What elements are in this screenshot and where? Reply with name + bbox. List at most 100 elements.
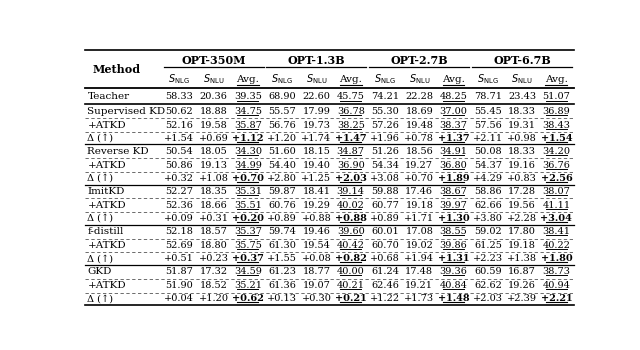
Text: 61.30: 61.30	[268, 241, 296, 250]
Text: +3.04: +3.04	[540, 214, 572, 223]
Text: +2.03: +2.03	[335, 174, 367, 183]
Text: 54.34: 54.34	[371, 161, 399, 170]
Text: 61.25: 61.25	[474, 241, 502, 250]
Text: 16.87: 16.87	[508, 267, 536, 276]
Text: 58.86: 58.86	[474, 187, 502, 196]
Text: 78.71: 78.71	[474, 92, 502, 101]
Text: 50.54: 50.54	[165, 147, 193, 156]
Text: 40.21: 40.21	[337, 281, 365, 290]
Text: 18.35: 18.35	[200, 187, 227, 196]
Text: +0.62: +0.62	[232, 294, 264, 303]
Text: $\mathit{S}_{\rm NLU}$: $\mathit{S}_{\rm NLU}$	[408, 72, 430, 86]
Text: +0.89: +0.89	[370, 214, 400, 223]
Text: 38.43: 38.43	[542, 121, 570, 130]
Text: 68.90: 68.90	[268, 92, 296, 101]
Text: 60.77: 60.77	[371, 201, 399, 210]
Text: +0.83: +0.83	[507, 174, 537, 183]
Text: 55.57: 55.57	[268, 107, 296, 116]
Text: 18.57: 18.57	[200, 227, 227, 236]
Text: 61.24: 61.24	[371, 267, 399, 276]
Text: +1.55: +1.55	[267, 254, 297, 263]
Text: OPT-1.3B: OPT-1.3B	[287, 55, 345, 66]
Text: +2.11: +2.11	[473, 134, 503, 143]
Text: 19.21: 19.21	[405, 281, 433, 290]
Text: 60.70: 60.70	[371, 241, 399, 250]
Text: $\mathit{S}_{\rm NLU}$: $\mathit{S}_{\rm NLU}$	[203, 72, 224, 86]
Text: 17.32: 17.32	[200, 267, 228, 276]
Text: Method: Method	[93, 64, 141, 75]
Text: 54.40: 54.40	[268, 161, 296, 170]
Text: $\mathit{S}_{\rm NLG}$: $\mathit{S}_{\rm NLG}$	[168, 72, 190, 86]
Text: ImitKD: ImitKD	[88, 187, 125, 196]
Text: 36.89: 36.89	[543, 107, 570, 116]
Text: 17.28: 17.28	[508, 187, 536, 196]
Text: f-distill: f-distill	[88, 227, 124, 236]
Text: 17.08: 17.08	[405, 227, 433, 236]
Text: 38.67: 38.67	[440, 187, 467, 196]
Text: +0.23: +0.23	[198, 254, 228, 263]
Text: 18.15: 18.15	[303, 147, 330, 156]
Text: +2.39: +2.39	[507, 294, 537, 303]
Text: 62.46: 62.46	[371, 281, 399, 290]
Text: 20.36: 20.36	[200, 92, 227, 101]
Text: $\mathit{S}_{\rm NLG}$: $\mathit{S}_{\rm NLG}$	[477, 72, 499, 86]
Text: +1.20: +1.20	[267, 134, 297, 143]
Text: 34.75: 34.75	[234, 107, 262, 116]
Text: 54.37: 54.37	[474, 161, 502, 170]
Text: 18.33: 18.33	[508, 107, 536, 116]
Text: +1.54: +1.54	[164, 134, 195, 143]
Text: 22.28: 22.28	[405, 92, 433, 101]
Text: +0.68: +0.68	[370, 254, 400, 263]
Text: +1.96: +1.96	[370, 134, 400, 143]
Text: +2.03: +2.03	[473, 294, 503, 303]
Text: 36.90: 36.90	[337, 161, 365, 170]
Text: 19.26: 19.26	[508, 281, 536, 290]
Text: 35.75: 35.75	[234, 241, 262, 250]
Text: Δ (↑): Δ (↑)	[88, 294, 113, 303]
Text: 35.37: 35.37	[234, 227, 262, 236]
Text: 34.59: 34.59	[234, 267, 262, 276]
Text: 40.42: 40.42	[337, 241, 365, 250]
Text: +0.21: +0.21	[335, 294, 367, 303]
Text: 51.26: 51.26	[371, 147, 399, 156]
Text: +1.20: +1.20	[198, 294, 228, 303]
Text: +1.80: +1.80	[541, 254, 572, 263]
Text: 22.60: 22.60	[303, 92, 330, 101]
Text: 37.00: 37.00	[440, 107, 467, 116]
Text: +0.82: +0.82	[335, 254, 367, 263]
Text: 39.60: 39.60	[337, 227, 365, 236]
Text: +ATKD: +ATKD	[88, 121, 126, 130]
Text: 19.29: 19.29	[303, 201, 330, 210]
Text: 35.31: 35.31	[234, 187, 262, 196]
Text: 40.02: 40.02	[337, 201, 365, 210]
Text: +1.25: +1.25	[301, 174, 332, 183]
Text: 38.07: 38.07	[543, 187, 570, 196]
Text: Reverse KD: Reverse KD	[88, 147, 149, 156]
Text: 51.07: 51.07	[543, 92, 570, 101]
Text: 51.87: 51.87	[165, 267, 193, 276]
Text: 39.36: 39.36	[440, 267, 467, 276]
Text: 52.69: 52.69	[165, 241, 193, 250]
Text: 60.01: 60.01	[371, 227, 399, 236]
Text: +1.71: +1.71	[404, 214, 435, 223]
Text: 34.87: 34.87	[337, 147, 365, 156]
Text: +0.51: +0.51	[164, 254, 194, 263]
Text: 18.88: 18.88	[200, 107, 227, 116]
Text: +2.28: +2.28	[507, 214, 537, 223]
Text: 50.62: 50.62	[165, 107, 193, 116]
Text: +ATKD: +ATKD	[88, 201, 126, 210]
Text: 19.48: 19.48	[405, 121, 433, 130]
Text: 74.21: 74.21	[371, 92, 399, 101]
Text: 59.87: 59.87	[268, 187, 296, 196]
Text: +1.89: +1.89	[438, 174, 469, 183]
Text: 18.41: 18.41	[303, 187, 330, 196]
Text: +0.08: +0.08	[301, 254, 332, 263]
Text: 60.76: 60.76	[268, 201, 296, 210]
Text: 55.45: 55.45	[474, 107, 502, 116]
Text: +3.80: +3.80	[473, 214, 503, 223]
Text: +1.47: +1.47	[335, 134, 367, 143]
Text: $\mathit{S}_{\rm NLU}$: $\mathit{S}_{\rm NLU}$	[306, 72, 327, 86]
Text: 18.05: 18.05	[200, 147, 227, 156]
Text: 35.21: 35.21	[234, 281, 262, 290]
Text: +0.88: +0.88	[301, 214, 332, 223]
